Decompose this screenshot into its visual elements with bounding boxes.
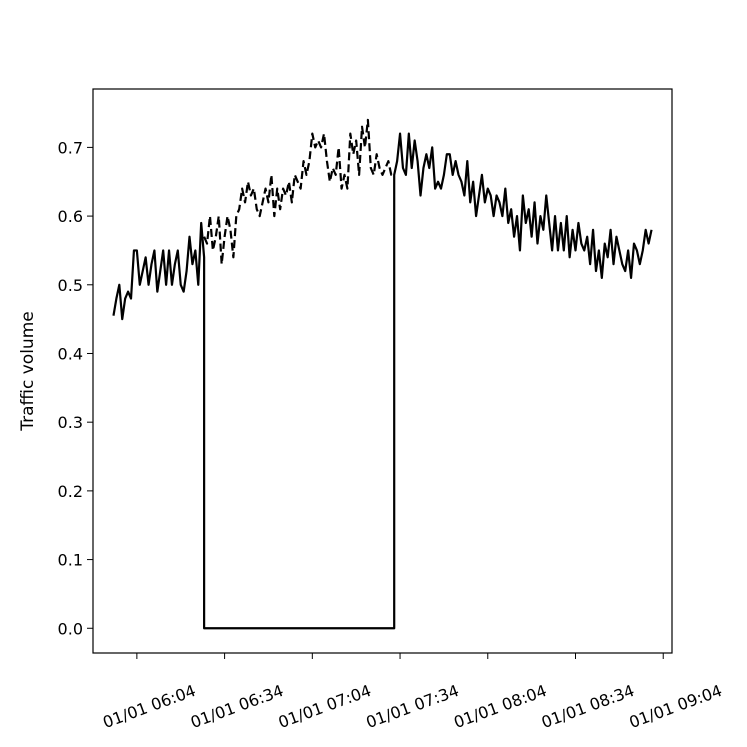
y-tick-label: 0.7 — [58, 138, 83, 157]
x-tick-label: 01/01 08:04 — [451, 681, 549, 732]
y-tick-label: 0.6 — [58, 207, 83, 226]
x-tick-label: 01/01 07:34 — [363, 681, 461, 732]
plot-frame — [92, 88, 673, 654]
y-tick-label: 0.4 — [58, 344, 83, 363]
tick-layer: 0.00.10.20.30.40.50.60.701/01 06:0401/01… — [58, 138, 725, 732]
y-axis-label: Traffic volume — [18, 311, 38, 431]
y-tick-label: 0.5 — [58, 276, 83, 295]
y-tick-label: 0.0 — [58, 619, 83, 638]
y-tick-label: 0.3 — [58, 413, 83, 432]
series-line-solid — [112, 132, 653, 630]
x-tick-label: 01/01 06:34 — [188, 681, 286, 732]
y-tick-label: 0.1 — [58, 551, 83, 570]
x-tick-label: 01/01 08:34 — [539, 681, 637, 732]
y-tick-label: 0.2 — [58, 482, 83, 501]
series-line-dashed — [203, 118, 395, 266]
x-tick-label: 01/01 06:04 — [100, 681, 198, 732]
series-layer — [112, 118, 653, 630]
x-tick-label: 01/01 09:04 — [627, 681, 725, 732]
x-tick-label: 01/01 07:04 — [276, 681, 374, 732]
